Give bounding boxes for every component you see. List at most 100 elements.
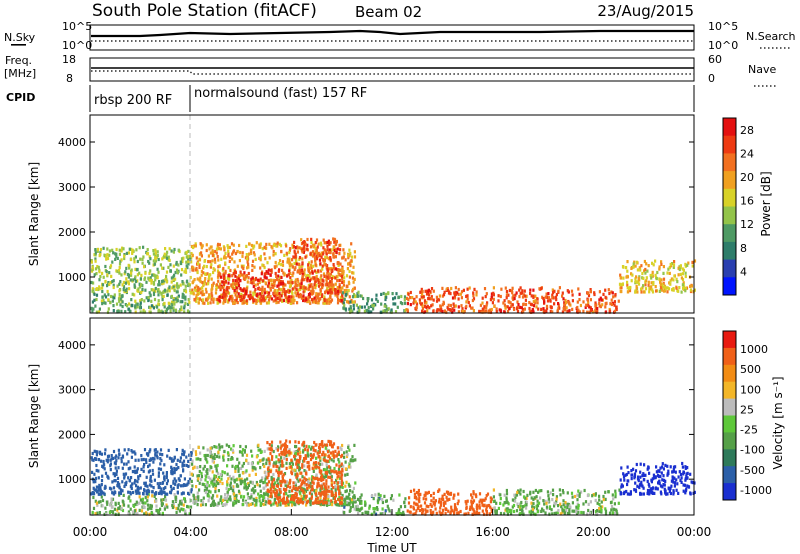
data-cell <box>311 445 314 449</box>
data-cell <box>170 306 173 310</box>
data-cell <box>586 512 589 516</box>
data-cell <box>308 284 311 288</box>
data-cell <box>327 291 330 295</box>
data-cell <box>188 254 191 259</box>
data-cell <box>421 511 424 516</box>
data-cell <box>187 259 190 264</box>
y-tick-label: 3000 <box>58 181 86 194</box>
data-cell <box>525 496 528 500</box>
data-cell <box>276 484 280 488</box>
data-cell <box>257 443 260 447</box>
data-cell <box>223 449 226 454</box>
data-cell <box>166 479 169 483</box>
data-cell <box>429 511 433 515</box>
data-cell <box>260 298 263 302</box>
data-cell <box>330 469 333 473</box>
data-cell <box>118 491 121 495</box>
data-cell <box>312 290 315 294</box>
data-cell <box>512 294 515 298</box>
data-cell <box>177 466 180 470</box>
data-cell <box>189 291 192 295</box>
data-cell <box>134 512 137 516</box>
data-cell <box>353 494 356 498</box>
data-cell <box>237 467 240 471</box>
data-cell <box>327 489 330 493</box>
data-cell <box>582 502 585 506</box>
data-cell <box>689 288 693 292</box>
data-cell <box>227 497 230 501</box>
data-cell <box>131 482 134 486</box>
data-cell <box>561 294 564 298</box>
data-cell <box>191 484 194 488</box>
data-cell <box>305 483 308 487</box>
data-cell <box>226 244 229 248</box>
data-cell <box>150 512 153 516</box>
data-cell <box>412 505 415 509</box>
data-cell <box>94 257 97 261</box>
data-cell <box>96 450 99 454</box>
data-cell <box>381 500 384 505</box>
data-cell <box>205 282 208 286</box>
data-cell <box>207 254 210 258</box>
data-cell <box>203 264 206 268</box>
data-cell <box>343 455 346 459</box>
data-cell <box>498 308 501 312</box>
data-cell <box>238 274 241 278</box>
data-cell <box>229 255 232 259</box>
data-cell <box>319 269 323 273</box>
data-cell <box>656 270 659 275</box>
data-cell <box>444 511 447 515</box>
data-cell <box>353 255 357 259</box>
data-cell <box>112 486 116 490</box>
data-cell <box>322 252 325 256</box>
data-cell <box>184 290 188 294</box>
data-cell <box>192 500 195 504</box>
data-cell <box>105 256 108 260</box>
data-cell <box>340 470 343 474</box>
data-cell <box>263 265 266 270</box>
data-cell <box>507 293 510 297</box>
data-cell <box>607 288 610 292</box>
data-cell <box>119 488 123 492</box>
data-cell <box>242 301 245 305</box>
data-cell <box>315 274 318 279</box>
data-cell <box>125 277 128 281</box>
data-cell <box>524 302 528 307</box>
data-cell <box>551 310 554 314</box>
data-cell <box>314 269 317 273</box>
data-cell <box>325 459 328 463</box>
data-cell <box>193 501 196 505</box>
data-cell <box>327 284 330 288</box>
data-cell <box>517 303 520 307</box>
data-cell <box>377 492 380 496</box>
data-cell <box>499 497 502 501</box>
data-cell <box>285 290 288 294</box>
data-cell <box>610 298 613 302</box>
data-cell <box>201 500 205 504</box>
data-cell <box>117 310 120 314</box>
data-cell <box>485 494 488 498</box>
data-cell <box>246 503 249 507</box>
data-cell <box>170 276 173 280</box>
data-cell <box>467 300 470 305</box>
data-cell <box>152 288 155 292</box>
data-cell <box>658 265 661 269</box>
data-cell <box>174 482 177 486</box>
data-cell <box>580 490 583 494</box>
data-cell <box>177 294 180 298</box>
data-cell <box>184 499 187 504</box>
data-cell <box>135 248 138 252</box>
data-cell <box>163 475 166 479</box>
data-cell <box>175 462 178 467</box>
data-cell <box>604 295 607 299</box>
data-cell <box>293 240 296 244</box>
data-cell <box>102 491 105 495</box>
data-cell <box>635 286 638 290</box>
data-cell <box>345 454 349 459</box>
data-cell <box>686 263 689 267</box>
data-cell <box>327 465 331 469</box>
data-cell <box>185 250 188 254</box>
data-cell <box>397 510 400 514</box>
data-cell <box>313 440 316 445</box>
data-cell <box>294 444 297 449</box>
